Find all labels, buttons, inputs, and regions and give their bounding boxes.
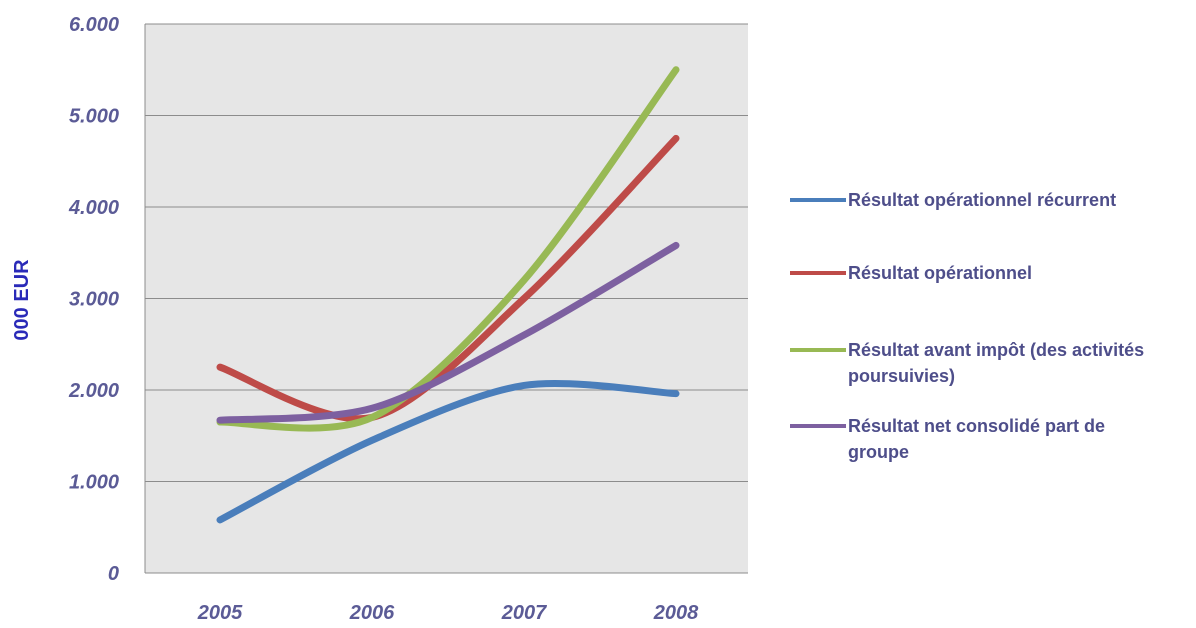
x-tick-label: 2006 (349, 602, 395, 623)
y-tick-label: 3.000 (69, 289, 119, 311)
legend-label: Résultat opérationnel (848, 263, 1032, 283)
y-tick-label: 0 (108, 563, 119, 585)
y-tick-label: 1.000 (69, 472, 119, 494)
y-tick-label: 6.000 (69, 14, 119, 36)
series-line-4 (216, 241, 680, 424)
y-axis-label: 000 EUR (11, 259, 33, 341)
series-line-1 (216, 380, 680, 524)
legend-label: Résultat net consolidé part de (848, 416, 1105, 436)
legend-label: Résultat avant impôt (des activités (848, 340, 1144, 360)
series-lines (216, 66, 680, 524)
y-tick-label: 4.000 (68, 197, 119, 219)
x-tick-label: 2007 (501, 602, 547, 623)
x-tick-label: 2005 (197, 602, 243, 623)
y-tick-label: 2.000 (68, 380, 119, 402)
x-tick-label: 2008 (653, 602, 699, 623)
legend-label: groupe (848, 442, 909, 462)
series-line-3 (216, 66, 680, 432)
axes: 0 1.000 2.000 3.000 4.000 5.000 6.000 2005 2006 2… (68, 14, 699, 624)
legend-label: poursuivies) (848, 366, 955, 386)
legend: Résultat opérationnel récurrent Résultat … (790, 190, 1144, 462)
legend-label: Résultat opérationnel récurrent (848, 190, 1116, 210)
y-tick-label: 5.000 (69, 106, 119, 128)
series-line-2 (216, 134, 680, 423)
